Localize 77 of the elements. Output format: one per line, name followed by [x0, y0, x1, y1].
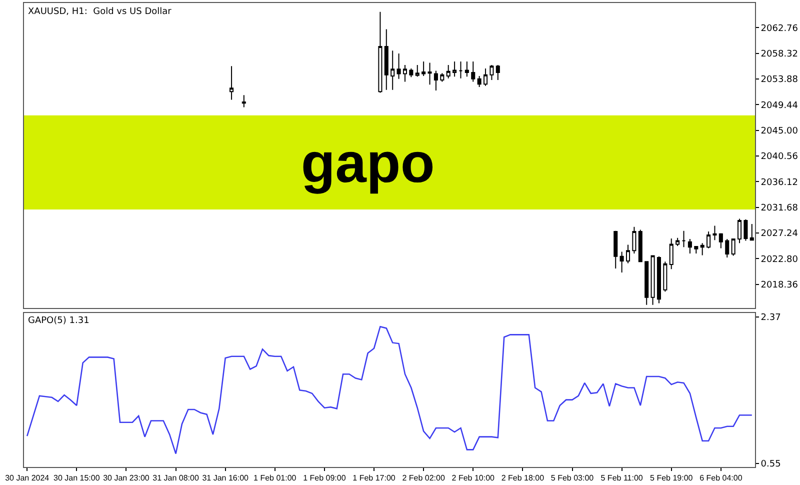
candlestick: [464, 61, 469, 78]
chart-title: XAUUSD, H1: Gold vs US Dollar: [28, 7, 172, 17]
candlestick: [484, 68, 488, 86]
x-tick-label: 1 Feb 09:00: [303, 474, 346, 483]
candlestick: [682, 230, 686, 248]
candlestick: [434, 70, 438, 91]
candlestick: [490, 64, 494, 81]
x-tick-label: 30 Jan 15:00: [54, 474, 100, 483]
candlestick: [644, 261, 649, 306]
candlestick: [737, 218, 742, 244]
candlestick: [750, 223, 754, 241]
candlestick: [422, 61, 426, 77]
candlestick: [242, 94, 246, 108]
candlestick: [731, 238, 736, 256]
candlestick: [477, 76, 482, 88]
candlestick: [458, 61, 463, 79]
x-tick-label: 31 Jan 16:00: [202, 474, 250, 483]
candlestick: [656, 256, 661, 304]
y-tick-label: 2027.24: [760, 229, 798, 240]
candlestick: [676, 237, 680, 246]
y-tick-label: 2.37: [760, 313, 781, 324]
x-tick-label: 30 Jan 23:00: [103, 474, 150, 483]
band-label: gapo: [301, 131, 435, 194]
candlestick: [452, 61, 457, 78]
candlestick: [725, 238, 730, 258]
candlestick: [663, 261, 668, 292]
candlestick: [496, 64, 500, 81]
candlestick: [384, 28, 388, 90]
x-tick-label: 5 Feb 03:00: [550, 474, 594, 483]
candlestick: [409, 68, 414, 78]
x-tick-label: 6 Feb 04:00: [700, 474, 743, 483]
candlestick: [706, 231, 711, 249]
candlestick: [718, 232, 723, 249]
candlestick: [744, 218, 748, 242]
candlestick: [650, 254, 655, 306]
candlestick: [694, 246, 698, 254]
candlestick: [626, 244, 630, 264]
candlestick: [446, 64, 450, 79]
line-series: [26, 326, 753, 454]
y-tick-label: 0.55: [760, 460, 781, 470]
y-tick-label: 2040.56: [760, 152, 798, 162]
candlestick: [415, 64, 420, 78]
y-tick-label: 2058.32: [760, 50, 798, 60]
x-tick-label: 2 Feb 10:00: [452, 474, 496, 483]
candlestick: [614, 230, 618, 270]
x-tick-label: 31 Jan 08:00: [152, 474, 200, 483]
candlestick: [396, 52, 401, 80]
x-tick-label: 1 Feb 17:00: [352, 474, 396, 483]
candlestick: [440, 72, 444, 82]
candlestick: [471, 61, 476, 82]
y-tick-label: 2031.68: [760, 204, 798, 214]
candlestick: [620, 251, 624, 274]
x-tick-label: 1 Feb 01:00: [254, 474, 297, 483]
candlestick: [700, 242, 704, 256]
candlestick: [712, 225, 717, 241]
candlestick: [428, 62, 432, 86]
candlestick: [688, 238, 692, 254]
candlestick: [390, 50, 395, 90]
candlestick: [230, 66, 234, 100]
x-tick-label: 2 Feb 02:00: [402, 474, 446, 483]
candlestick: [402, 64, 408, 82]
x-tick-label: 5 Feb 11:00: [600, 474, 644, 483]
candlestick: [638, 229, 642, 262]
y-tick-label: 2053.88: [760, 75, 798, 86]
y-tick-label: 2018.36: [760, 280, 798, 290]
x-tick-label: 2 Feb 18:00: [501, 474, 545, 483]
y-tick-label: 2036.12: [760, 178, 798, 188]
candlestick: [378, 11, 382, 94]
y-tick-label: 2062.76: [760, 24, 798, 34]
candlestick: [669, 238, 674, 270]
y-tick-label: 2022.80: [760, 254, 798, 265]
x-tick-label: 5 Feb 19:00: [650, 474, 694, 483]
chart-title: GAPO(5) 1.31: [28, 316, 90, 326]
y-tick-label: 2045.00: [760, 126, 798, 136]
candlestick: [632, 226, 636, 254]
x-tick-label: 30 Jan 2024: [5, 474, 50, 483]
y-tick-label: 2049.44: [760, 100, 798, 111]
